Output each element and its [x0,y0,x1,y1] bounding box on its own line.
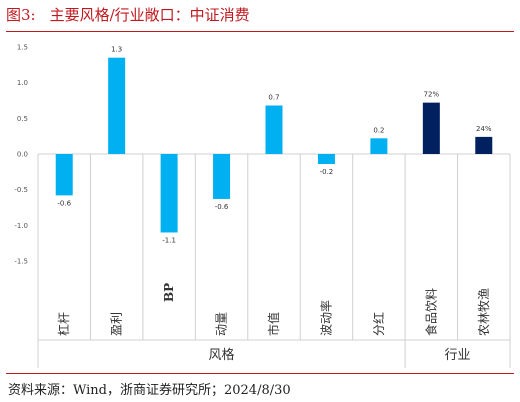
bar [265,105,283,154]
category-label: 波动率 [318,300,333,336]
y-tick-label: 0.0 [17,151,28,159]
bar [213,154,231,199]
bar [475,136,493,154]
bar [55,154,73,196]
category-label: BP [162,283,176,302]
data-label: 1.3 [111,46,122,54]
category-label: 分红 [371,312,386,336]
source-divider [6,373,514,374]
y-tick-label: -0.5 [14,186,28,194]
figure-title: 图3: 主要风格/行业敞口：中证消费 [6,4,250,25]
figure-number: 图3: [6,6,36,24]
group-label: 风格 [209,347,235,363]
bar [317,154,335,164]
category-label: 农林牧渔 [477,288,491,336]
figure-title-text: 主要风格/行业敞口：中证消费 [49,6,250,24]
group-label: 行业 [445,348,471,363]
data-label: 24% [476,125,492,133]
bar [370,138,388,154]
y-tick-label: 0.5 [17,115,28,123]
data-label: 0.2 [373,126,384,134]
bars [55,57,493,233]
bar [160,154,178,233]
y-tick-label: -1.5 [14,258,28,266]
exposure-bar-chart: 1.51.00.50.0-0.5-1.0-1.5 -0.61.3-1.1-0.6… [14,44,511,368]
bar [422,102,440,154]
category-label: 食品饮料 [423,288,438,336]
y-tick-label: 1.5 [17,44,28,52]
group-labels: 风格 行业 [209,347,471,363]
title-divider [6,31,514,32]
category-label: 盈利 [110,312,124,336]
y-tick-labels: 1.5 1.0 0.5 0.0 -0.5 -1.0 -1.5 [14,44,28,266]
y-tick-label: -1.0 [14,222,28,230]
data-label: 0.7 [268,93,279,101]
source-note: 资料来源：Wind，浙商证券研究所；2024/8/30 [8,383,291,398]
bar [108,57,126,155]
data-label: -0.6 [57,199,71,207]
data-label: 72% [424,91,440,99]
y-tick-label: 1.0 [17,79,28,87]
category-label: 动量 [215,312,229,336]
category-label: 杠杆 [56,312,71,336]
data-label: -0.6 [215,203,229,211]
category-label: 市值 [266,312,281,336]
data-label: -1.1 [162,236,176,244]
category-labels: 杠杆 盈利 BP 动量 市值 波动率 分红 食品饮料 农林牧渔 [56,283,491,336]
data-label: -0.2 [320,168,334,176]
data-labels: -0.6 1.3 -1.1 -0.6 0.7 -0.2 0.2 72% 24% [57,46,492,245]
